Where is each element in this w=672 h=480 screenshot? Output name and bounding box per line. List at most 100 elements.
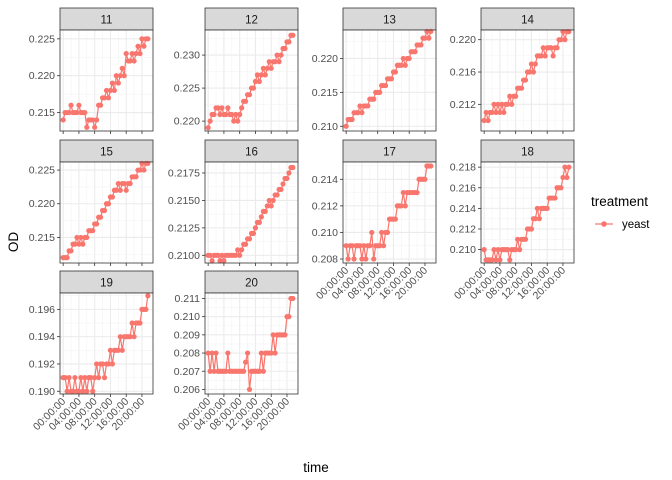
data-point <box>558 37 564 43</box>
panel-border <box>480 161 575 264</box>
data-point <box>131 334 137 340</box>
data-point <box>290 295 296 302</box>
data-point <box>133 50 139 57</box>
y-tick-label: 0.230 <box>174 50 200 62</box>
data-point <box>246 92 253 98</box>
data-point <box>377 89 383 95</box>
data-point <box>101 207 108 214</box>
data-point <box>115 347 121 353</box>
data-point <box>117 187 123 193</box>
data-point <box>129 320 135 326</box>
data-point <box>548 45 554 51</box>
y-tick-label: 0.212 <box>312 200 338 212</box>
y-tick-label: 0.2100 <box>168 250 200 262</box>
y-tick-label: 0.214 <box>312 174 338 186</box>
data-point <box>127 180 133 187</box>
data-point <box>88 375 94 381</box>
y-tick-label: 0.209 <box>174 329 200 341</box>
data-point <box>540 45 546 51</box>
data-point <box>270 332 276 338</box>
data-point <box>135 43 141 49</box>
data-point <box>286 39 292 45</box>
data-point <box>229 111 235 118</box>
data-point <box>505 247 511 253</box>
data-point <box>141 43 147 49</box>
data-point <box>359 256 365 262</box>
data-point <box>290 164 296 171</box>
data-point <box>121 180 127 187</box>
panel-border <box>204 292 299 395</box>
gridlines <box>481 162 574 263</box>
data-point <box>246 236 253 242</box>
data-point <box>398 62 404 68</box>
panel-border <box>59 292 154 395</box>
data-point <box>207 368 213 374</box>
data-point <box>225 350 231 356</box>
data-point <box>119 347 125 353</box>
data-point <box>517 247 523 253</box>
data-point <box>426 35 432 41</box>
data-point <box>505 101 511 107</box>
legend-key-yeast <box>592 214 616 234</box>
y-tick-label: 0.220 <box>312 53 338 65</box>
data-point <box>258 350 264 356</box>
data-point <box>357 103 363 109</box>
panel-background <box>481 162 574 263</box>
y-tick-label: 0.218 <box>450 162 476 174</box>
data-point <box>491 247 497 253</box>
data-point <box>105 361 112 367</box>
data-point <box>72 375 78 381</box>
data-point <box>105 201 112 207</box>
data-point <box>123 187 129 193</box>
data-point <box>258 72 264 78</box>
data-point <box>365 103 371 109</box>
data-point <box>428 28 434 34</box>
y-tick-label: 0.220 <box>29 70 55 82</box>
panel-border <box>480 29 575 132</box>
facet-strip-label: 20 <box>245 278 258 290</box>
legend-title: treatment <box>591 194 648 209</box>
data-point <box>495 247 501 253</box>
data-point <box>76 102 82 108</box>
data-point <box>215 252 221 258</box>
y-tick-label: 0.212 <box>450 99 476 111</box>
data-point <box>145 293 151 299</box>
y-tick-label: 0.207 <box>174 366 200 378</box>
x-axis-title: time <box>303 460 329 475</box>
data-point <box>221 258 227 264</box>
data-point <box>219 105 225 111</box>
panel-border <box>59 161 154 264</box>
data-point <box>493 257 499 263</box>
data-point <box>225 105 231 111</box>
data-point <box>532 61 538 67</box>
data-point <box>483 109 489 116</box>
data-point <box>369 229 375 236</box>
data-point <box>343 243 349 249</box>
data-point <box>402 203 408 209</box>
facet-18: 180.2100.2120.2140.2160.21800:00:0004:00… <box>450 139 575 302</box>
y-tick-label: 0.220 <box>174 116 200 128</box>
data-point <box>207 118 213 124</box>
y-tick-label: 0.2175 <box>168 167 200 179</box>
facet-17: 170.2080.2100.2120.21400:00:0004:00:0008… <box>312 139 437 302</box>
data-point <box>270 197 276 204</box>
data-point <box>528 226 535 232</box>
data-point <box>351 256 357 262</box>
facet-14: 14 0.212 0.216 0.220 <box>450 7 575 134</box>
panel-border <box>204 29 299 132</box>
data-point <box>272 59 278 65</box>
data-point <box>241 368 247 374</box>
facet-strip-label: 18 <box>521 147 534 159</box>
data-point <box>371 96 377 102</box>
data-point <box>384 229 391 236</box>
legend: treatment yeast <box>591 194 650 234</box>
data-point <box>115 180 121 187</box>
data-point <box>518 85 525 91</box>
data-point <box>129 50 135 57</box>
gridlines <box>343 30 436 131</box>
y-tick-label: 0.190 <box>29 386 55 398</box>
data-point <box>217 258 223 264</box>
data-point <box>131 58 137 64</box>
data-point <box>412 49 418 55</box>
data-point <box>78 375 84 381</box>
